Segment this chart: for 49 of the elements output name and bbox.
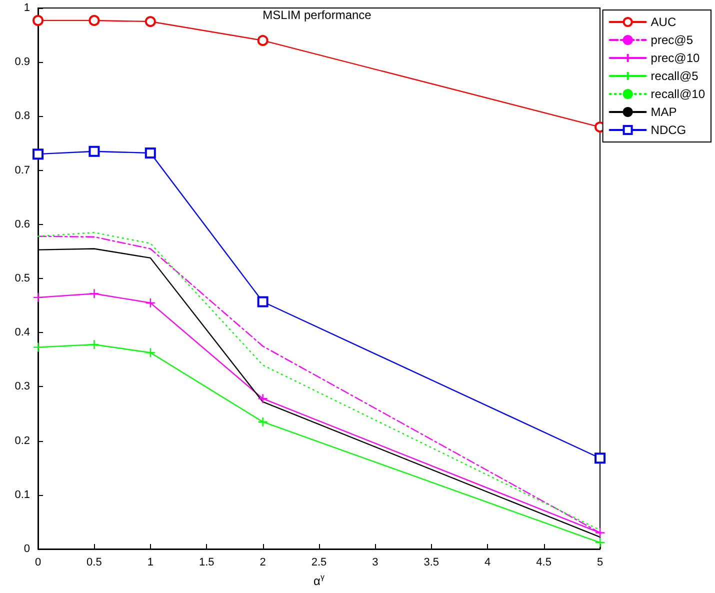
point (88, 146, 100, 157)
x-tick-label: 4.5 (536, 556, 552, 568)
legend-label: MAP (650, 105, 677, 119)
x-tick-label: 5 (596, 556, 604, 568)
point (89, 339, 100, 350)
point (145, 298, 156, 308)
y-tick-label: 0.5 (14, 272, 30, 284)
point (594, 528, 606, 538)
point (257, 296, 268, 308)
y-tick-label: 0.8 (14, 110, 30, 122)
point (88, 14, 100, 26)
x-tick-label: 2.5 (311, 556, 327, 568)
y-tick-label: 0.1 (14, 488, 30, 501)
y-tick-label: 0.2 (14, 434, 30, 447)
point (144, 147, 156, 158)
point (258, 416, 268, 427)
y-tick-label: 0.3 (14, 380, 30, 393)
point (89, 288, 100, 299)
chart-title: MSLIM performance (262, 8, 372, 22)
legend-label: prec@5 (650, 33, 694, 47)
x-tick-label: 4 (484, 556, 491, 568)
point (594, 537, 606, 548)
x-tick-label: 0 (34, 556, 42, 568)
y-tick-label: 0 (24, 543, 30, 555)
y-tick-label: 0.9 (14, 56, 30, 68)
x-tick-label: 3.5 (424, 556, 440, 568)
x-tick-label: 0.5 (86, 556, 102, 568)
legend-label: recall@10 (650, 87, 706, 101)
point (32, 14, 44, 26)
y-tick-label: 0.7 (14, 164, 30, 176)
x-tick-label: 1 (147, 556, 154, 568)
point (258, 394, 268, 404)
point (145, 348, 156, 358)
x-tick-label: 3 (372, 556, 378, 568)
legend-label: prec@10 (650, 51, 700, 65)
legend-label: recall@5 (650, 69, 699, 83)
y-tick-label: 0.4 (14, 326, 30, 339)
y-tick-label: 1 (24, 2, 30, 14)
y-tick-label: 0.6 (14, 218, 30, 230)
point (32, 292, 44, 303)
x-tick-label: 2 (260, 556, 266, 568)
legend-label: NDCG (650, 123, 686, 137)
legend-label: AUC (650, 15, 676, 29)
point (32, 148, 44, 160)
point (144, 16, 156, 28)
point (32, 342, 44, 352)
x-tick-label: 1.5 (198, 556, 214, 568)
point (594, 452, 606, 464)
point (257, 34, 268, 46)
